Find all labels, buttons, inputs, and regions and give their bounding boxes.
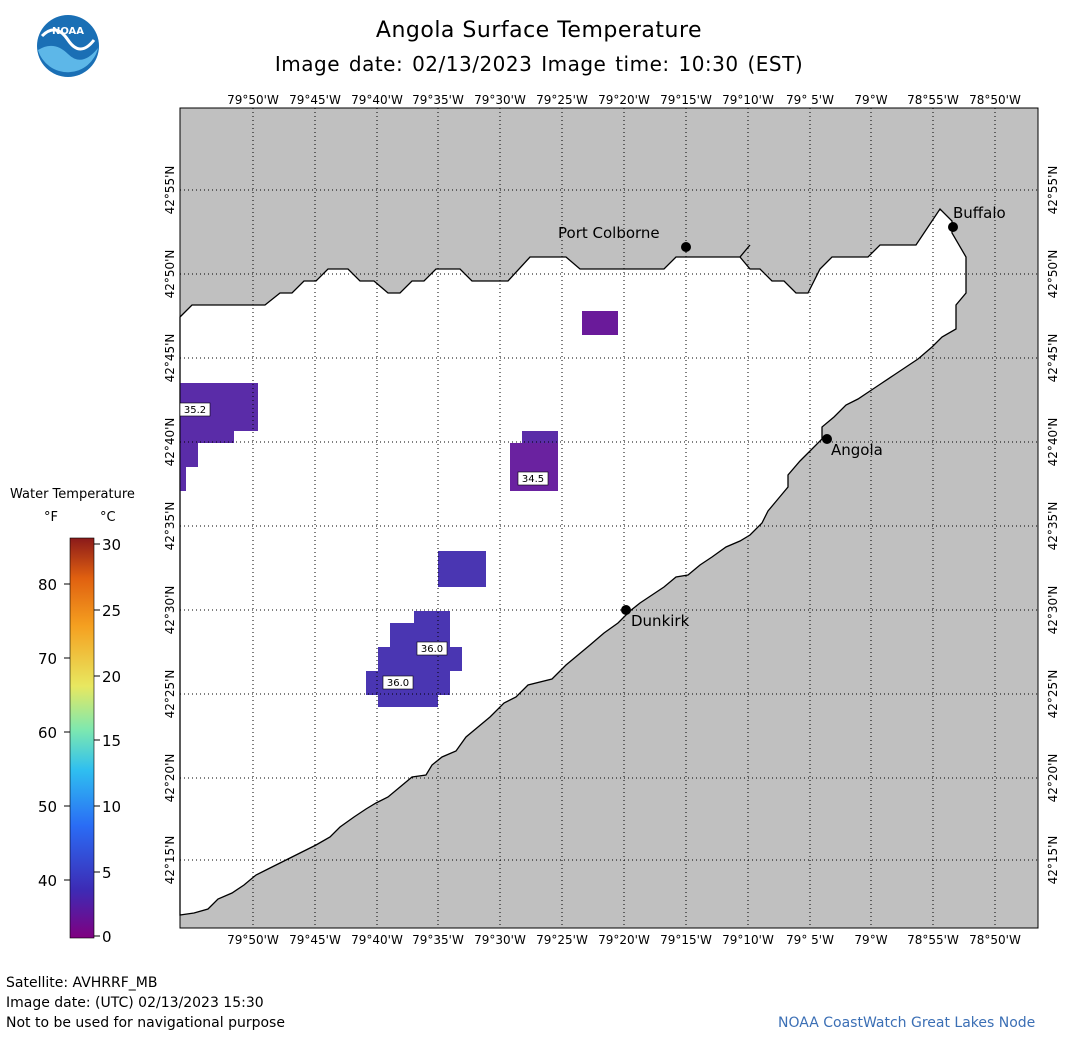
temp-label: 35.2 xyxy=(184,405,206,416)
lake-water xyxy=(179,207,967,916)
lon-label: 79°20'W xyxy=(598,93,650,107)
lat-label: 42°15'N xyxy=(163,836,177,885)
lon-label: 79°40'W xyxy=(351,933,403,947)
lat-label: 42°55'N xyxy=(163,166,177,215)
legend-c-tick: 15 xyxy=(102,732,121,750)
legend-unit-c: °C xyxy=(100,510,116,525)
legend-ticks: 80 70 60 50 40 30 25 20 15 10 5 0 xyxy=(38,536,121,946)
lon-label: 79°35'W xyxy=(412,93,464,107)
legend-c-tick: 25 xyxy=(102,602,121,620)
lat-label: 42°15'N xyxy=(1046,836,1060,885)
temp-pixel xyxy=(438,551,486,587)
legend-f-tick: 50 xyxy=(38,798,57,816)
lon-label: 79° 5'W xyxy=(786,933,834,947)
place-label: Buffalo xyxy=(953,204,1006,222)
lat-label: 42°20'N xyxy=(1046,754,1060,803)
temp-pixel xyxy=(180,431,234,443)
lon-label: 79°20'W xyxy=(598,933,650,947)
lon-label: 79°45'W xyxy=(289,933,341,947)
lon-label: 79°25'W xyxy=(536,93,588,107)
legend-c-tick: 20 xyxy=(102,668,121,686)
lat-label: 42°40'N xyxy=(1046,418,1060,467)
lon-label: 79°W xyxy=(854,933,887,947)
legend-c-tick: 5 xyxy=(102,864,112,882)
place-label: Port Colborne xyxy=(558,224,660,242)
lon-label: 79°40'W xyxy=(351,93,403,107)
legend-c-tick: 0 xyxy=(102,928,112,946)
lon-label: 79° 5'W xyxy=(786,93,834,107)
legend-f-tick: 40 xyxy=(38,872,57,890)
lat-label: 42°50'N xyxy=(163,250,177,299)
temp-label: 34.5 xyxy=(522,474,544,485)
lon-label: 79°50'W xyxy=(227,933,279,947)
city-dot-icon xyxy=(681,242,691,252)
temp-label: 36.0 xyxy=(387,678,409,689)
lon-label: 79°15'W xyxy=(660,93,712,107)
legend-c-tick: 10 xyxy=(102,798,121,816)
legend-title: Water Temperature xyxy=(10,487,135,502)
lat-label: 42°45'N xyxy=(163,334,177,383)
temperature-labels: 35.2 34.5 36.0 36.0 xyxy=(179,402,549,690)
city-dot-icon xyxy=(621,605,631,615)
place-label: Dunkirk xyxy=(631,612,690,630)
lat-labels-right: 42°55'N 42°50'N 42°45'N 42°40'N 42°35'N … xyxy=(1046,166,1060,885)
credit-text: NOAA CoastWatch Great Lakes Node xyxy=(778,1015,1036,1031)
temp-pixel xyxy=(582,311,618,335)
lon-labels-top: 79°50'W 79°45'W 79°40'W 79°35'W 79°30'W … xyxy=(227,93,1021,107)
lon-label: 79°15'W xyxy=(660,933,712,947)
lat-label: 42°40'N xyxy=(163,418,177,467)
satellite-info: Satellite: AVHRRF_MB xyxy=(6,975,158,991)
lon-label: 79°30'W xyxy=(474,93,526,107)
place-label: Angola xyxy=(831,441,883,459)
noaa-logo-icon: NOAA xyxy=(37,15,99,77)
lat-label: 42°25'N xyxy=(163,670,177,719)
lat-label: 42°30'N xyxy=(1046,586,1060,635)
lat-label: 42°35'N xyxy=(1046,502,1060,551)
lat-label: 42°35'N xyxy=(163,502,177,551)
lon-label: 79°10'W xyxy=(722,933,774,947)
lon-label: 78°55'W xyxy=(907,93,959,107)
legend-f-tick: 70 xyxy=(38,650,57,668)
legend-colorbar xyxy=(69,537,95,939)
temp-pixel xyxy=(378,695,438,707)
disclaimer-text: Not to be used for navigational purpose xyxy=(6,1015,285,1031)
city-dot-icon xyxy=(948,222,958,232)
lat-label: 42°25'N xyxy=(1046,670,1060,719)
lat-label: 42°55'N xyxy=(1046,166,1060,215)
lon-label: 79°W xyxy=(854,93,887,107)
lon-labels-bottom: 79°50'W 79°45'W 79°40'W 79°35'W 79°30'W … xyxy=(227,933,1021,947)
legend-c-tick: 30 xyxy=(102,536,121,554)
lon-label: 79°45'W xyxy=(289,93,341,107)
lon-label: 79°30'W xyxy=(474,933,526,947)
legend-f-tick: 60 xyxy=(38,724,57,742)
lon-label: 79°50'W xyxy=(227,93,279,107)
lon-label: 78°50'W xyxy=(969,933,1021,947)
lon-label: 79°25'W xyxy=(536,933,588,947)
logo-text: NOAA xyxy=(52,26,84,37)
temp-pixel xyxy=(522,431,558,443)
lon-label: 79°10'W xyxy=(722,93,774,107)
city-dot-icon xyxy=(822,434,832,444)
lon-label: 78°50'W xyxy=(969,93,1021,107)
temp-pixel xyxy=(180,443,198,467)
temp-pixel xyxy=(414,611,450,623)
temp-label: 36.0 xyxy=(421,644,443,655)
temp-pixel xyxy=(180,467,186,491)
legend-f-tick: 80 xyxy=(38,576,57,594)
utc-date-info: Image date: (UTC) 02/13/2023 15:30 xyxy=(6,995,264,1011)
lat-label: 42°30'N xyxy=(163,586,177,635)
legend-unit-f: °F xyxy=(44,510,58,525)
map-frame xyxy=(179,107,1039,929)
lat-labels-left: 42°55'N 42°50'N 42°45'N 42°40'N 42°35'N … xyxy=(163,166,177,885)
map-subtitle: Image date: 02/13/2023 Image time: 10:30… xyxy=(274,52,804,76)
lon-label: 78°55'W xyxy=(907,933,959,947)
lon-label: 79°35'W xyxy=(412,933,464,947)
lat-label: 42°50'N xyxy=(1046,250,1060,299)
places: Port Colborne Buffalo Angola Dunkirk xyxy=(558,204,1006,630)
map-title: Angola Surface Temperature xyxy=(375,18,703,43)
lat-label: 42°45'N xyxy=(1046,334,1060,383)
lat-label: 42°20'N xyxy=(163,754,177,803)
